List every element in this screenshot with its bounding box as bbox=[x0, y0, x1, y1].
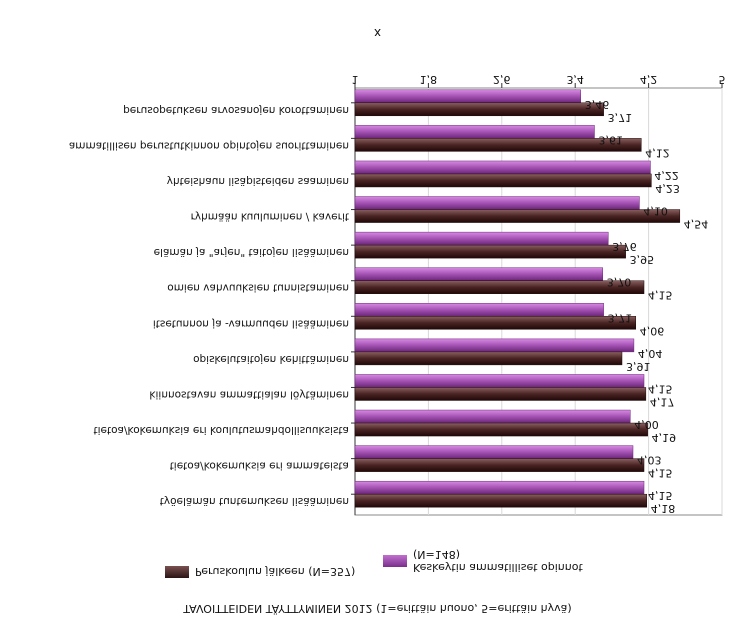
legend-label-keskeytin-n: (N=148) bbox=[413, 548, 461, 561]
bar-peruskoulu bbox=[354, 280, 645, 294]
data-label-keskeytin: 3,61 bbox=[598, 133, 623, 146]
bar-keskeytin bbox=[354, 374, 645, 388]
tick-label-x: 3,4 bbox=[566, 73, 584, 86]
data-label-keskeytin: 4,10 bbox=[643, 205, 668, 218]
data-label-peruskoulu: 4,12 bbox=[645, 146, 670, 159]
bar-keskeytin bbox=[354, 409, 631, 424]
data-label-keskeytin: 4,15 bbox=[648, 382, 673, 395]
bar-keskeytin bbox=[354, 231, 609, 246]
data-label-peruskoulu: 4,15 bbox=[648, 467, 673, 480]
data-label-peruskoulu: 4,23 bbox=[655, 182, 680, 195]
bar-peruskoulu bbox=[354, 351, 623, 366]
bar-peruskoulu bbox=[354, 138, 642, 152]
bar-keskeytin bbox=[354, 89, 581, 104]
category-label: ryhmään kuuluminen / kaverit bbox=[191, 211, 349, 223]
tick-label-x: 4,2 bbox=[640, 73, 658, 86]
data-label-peruskoulu: 3,95 bbox=[630, 253, 655, 266]
bar-peruskoulu bbox=[354, 244, 626, 259]
category-label: ammatillisen perustutkinnon opintojen su… bbox=[69, 139, 349, 151]
data-label-peruskoulu: 3,91 bbox=[626, 360, 651, 373]
legend-item-peruskoulu: Peruskoulun jälkeen (N=357) bbox=[165, 565, 355, 578]
chart-title: TAVOITTEIDEN TÄYTTYMINEN 2012 (1=erittäi… bbox=[0, 602, 755, 615]
bar-peruskoulu bbox=[354, 173, 652, 188]
bar-keskeytin bbox=[354, 338, 635, 353]
bar-keskeytin bbox=[354, 125, 595, 139]
bar-keskeytin bbox=[354, 160, 651, 175]
bar-peruskoulu bbox=[354, 102, 604, 117]
chart-title-text: TAVOITTEIDEN TÄYTTYMINEN 2012 (1=erittäi… bbox=[183, 602, 572, 615]
bar-keskeytin bbox=[354, 196, 640, 210]
data-label-keskeytin: 4,03 bbox=[637, 454, 662, 467]
data-label-keskeytin: 4,15 bbox=[648, 489, 673, 502]
category-label: opiskelutaitojen kehittäminen bbox=[193, 353, 349, 365]
labels-layer: perusopetuksen arvosanojen korottaminen 3… bbox=[69, 98, 708, 515]
data-label-keskeytin: 4,04 bbox=[638, 347, 663, 360]
data-label-keskeytin: 3,71 bbox=[608, 311, 633, 324]
tick-label-x: 5 bbox=[719, 73, 726, 86]
bar-peruskoulu bbox=[354, 209, 681, 223]
legend-swatch-keskeytin bbox=[383, 555, 407, 567]
data-label-peruskoulu: 4,06 bbox=[640, 324, 665, 337]
category-label: tietoa/kokemuksia eri ammateista bbox=[170, 460, 349, 472]
category-label: omien vahvuuksien tunnistaminen bbox=[167, 282, 349, 294]
data-label-peruskoulu: 4,54 bbox=[684, 218, 709, 231]
data-label-peruskoulu: 4,19 bbox=[652, 431, 677, 444]
bar-peruskoulu bbox=[354, 422, 648, 437]
category-label: yhteishaun lisäpisteiden saaminen bbox=[167, 175, 349, 187]
data-label-peruskoulu: 4,15 bbox=[648, 289, 673, 302]
legend: (N=148) Keskeytin ammatilliset opinnot P… bbox=[165, 548, 605, 584]
legend-label-keskeytin: Keskeytin ammatilliset opinnot bbox=[413, 561, 583, 574]
grid-layer: 1 1,8 2,6 3,4 4,2 5 bbox=[351, 73, 726, 516]
data-label-keskeytin: 4,00 bbox=[634, 418, 659, 431]
bar-keskeytin bbox=[354, 303, 604, 317]
bar-keskeytin bbox=[354, 267, 603, 281]
category-label: perusopetuksen arvosanojen korottaminen bbox=[123, 104, 349, 116]
tick-label-x: 1,8 bbox=[420, 73, 438, 86]
bar-peruskoulu bbox=[354, 493, 648, 508]
legend-item-keskeytin: (N=148) Keskeytin ammatilliset opinnot bbox=[383, 548, 583, 574]
category-label: elämän ja "arjen" taitojen lisääminen bbox=[154, 246, 349, 258]
data-label-peruskoulu: 4,18 bbox=[651, 502, 676, 515]
bar-peruskoulu bbox=[354, 458, 645, 472]
data-label-keskeytin: 3,70 bbox=[607, 276, 632, 289]
category-label: itsetunnon ja -varmuuden lisääminen bbox=[153, 317, 349, 329]
bar-peruskoulu bbox=[354, 387, 647, 401]
bar-peruskoulu bbox=[354, 316, 637, 330]
data-label-peruskoulu: 4,17 bbox=[650, 395, 675, 408]
legend-swatch-peruskoulu bbox=[165, 565, 189, 578]
category-label: kiinnostavan ammattialan löytäminen bbox=[149, 388, 349, 400]
category-label: tietoa/kokemuksia eri koulutusmahdollisu… bbox=[94, 424, 350, 436]
data-label-keskeytin: 3,46 bbox=[585, 98, 610, 111]
bar-keskeytin bbox=[354, 480, 645, 495]
data-label-peruskoulu: 3,71 bbox=[608, 111, 633, 124]
bars-layer bbox=[354, 89, 681, 508]
tick-label-x: 2,6 bbox=[493, 73, 511, 86]
tick-label-x: 1 bbox=[352, 73, 359, 86]
data-label-keskeytin: 4,22 bbox=[654, 169, 679, 182]
legend-label-peruskoulu: Peruskoulun jälkeen (N=357) bbox=[195, 565, 356, 578]
category-label: työelämän tuntemuksen lisääminen bbox=[160, 495, 349, 507]
data-label-keskeytin: 3,76 bbox=[612, 240, 637, 253]
bar-keskeytin bbox=[354, 445, 634, 459]
